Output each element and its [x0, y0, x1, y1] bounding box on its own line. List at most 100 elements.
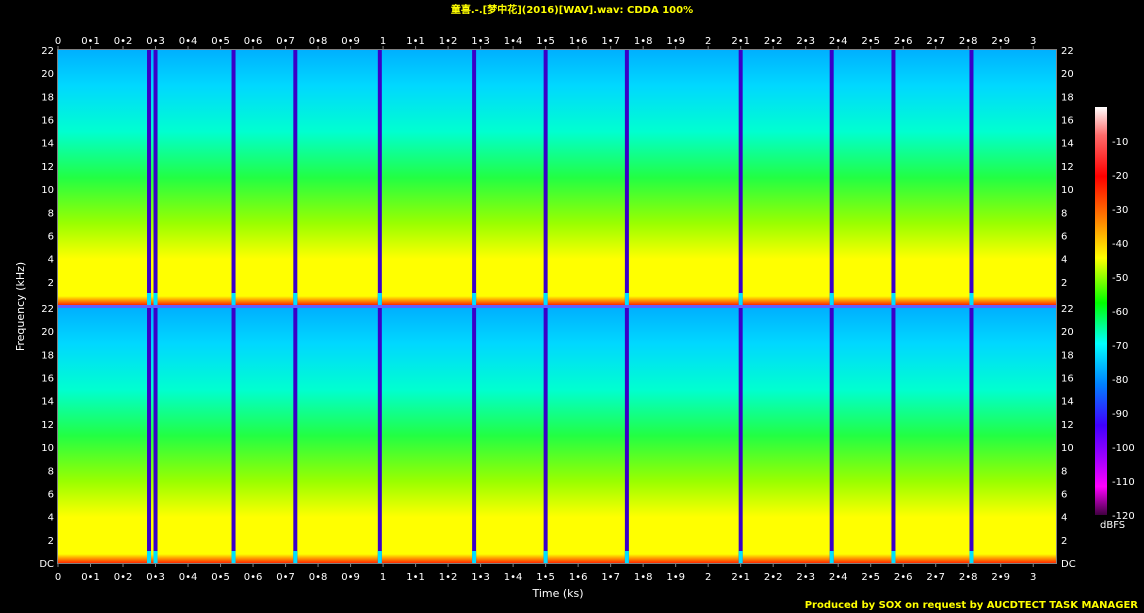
- x-tick-label-bottom: 2•1: [731, 572, 750, 583]
- track-gap-floor: [891, 551, 896, 563]
- track-gap-band: [829, 308, 834, 563]
- y-tick-label-right: 20: [1061, 69, 1074, 80]
- y-tick-label-right: 14: [1061, 139, 1074, 150]
- colorbar: [1095, 107, 1107, 515]
- x-tick-label-top: 1•2: [439, 36, 458, 47]
- colorbar-tick-label: -50: [1112, 273, 1128, 284]
- track-gap-band: [543, 50, 548, 305]
- y-axis-label: Frequency (kHz): [14, 261, 28, 352]
- x-tick-label-top: 0•4: [179, 36, 198, 47]
- x-tick-label-bottom: 1•8: [634, 572, 653, 583]
- y-tick-label-right: 2: [1061, 536, 1067, 547]
- y-tick-label-right: 18: [1061, 350, 1074, 361]
- y-tick-label-left: 22: [41, 304, 54, 315]
- y-tick-label-right: 16: [1061, 374, 1074, 385]
- y-tick-label-left: 22: [41, 46, 54, 57]
- x-tick-label-top: 0•8: [309, 36, 328, 47]
- track-gap-band: [377, 308, 382, 563]
- track-gap-floor: [738, 551, 743, 563]
- track-gap-floor: [543, 293, 548, 305]
- y-tick-label-right: 8: [1061, 208, 1067, 219]
- x-tick-label-top: 0•3: [146, 36, 165, 47]
- y-tick-label-left: 12: [41, 162, 54, 173]
- y-tick-label-right: 16: [1061, 116, 1074, 127]
- x-tick-label-bottom: 0•3: [146, 572, 165, 583]
- x-tick-label-bottom: 1•6: [569, 572, 588, 583]
- y-tick-label-left: DC: [39, 559, 54, 570]
- track-gap-band: [738, 308, 743, 563]
- track-gap-band: [543, 308, 548, 563]
- track-gap-floor: [969, 293, 974, 305]
- colorbar-tick-label: -80: [1112, 375, 1128, 386]
- track-gap-floor: [829, 293, 834, 305]
- track-gap-band: [829, 50, 834, 305]
- y-tick-label-right: 10: [1061, 185, 1074, 196]
- track-gap-floor: [293, 293, 298, 305]
- track-gap-floor: [829, 551, 834, 563]
- y-tick-label-left: 8: [48, 466, 54, 477]
- y-tick-label-left: 2: [48, 278, 54, 289]
- channel-1-spectrogram: [58, 50, 1056, 305]
- x-tick-label-top: 1•9: [666, 36, 685, 47]
- footer-credit: Produced by SOX on request by AUCDTECT T…: [804, 600, 1138, 611]
- y-tick-label-left: 14: [41, 397, 54, 408]
- x-tick-label-bottom: 1•9: [666, 572, 685, 583]
- y-tick-label-right: 12: [1061, 420, 1074, 431]
- track-gap-floor: [153, 293, 158, 305]
- colorbar-tick-label: -20: [1112, 171, 1128, 182]
- track-gap-band: [969, 308, 974, 563]
- x-tick-label-top: 1•8: [634, 36, 653, 47]
- track-gap-band: [738, 50, 743, 305]
- track-gap-floor: [472, 293, 477, 305]
- track-gap-band: [147, 308, 152, 563]
- x-tick-label-bottom: 2•8: [959, 572, 978, 583]
- x-tick-label-bottom: 0•8: [309, 572, 328, 583]
- x-tick-label-bottom: 2: [705, 572, 711, 583]
- colorbar-tick-label: -30: [1112, 205, 1128, 216]
- y-tick-label-left: 10: [41, 443, 54, 454]
- x-tick-label-top: 0•5: [211, 36, 230, 47]
- y-tick-label-right: 22: [1061, 304, 1074, 315]
- y-tick-label-left: 4: [48, 255, 54, 266]
- x-tick-label-top: 0•2: [114, 36, 133, 47]
- x-tick-label-top: 3: [1030, 36, 1036, 47]
- y-tick-label-left: 8: [48, 208, 54, 219]
- x-tick-label-bottom: 2•5: [861, 572, 880, 583]
- x-tick-label-bottom: 2•3: [796, 572, 815, 583]
- track-gap-floor: [472, 551, 477, 563]
- x-tick-label-bottom: 2•7: [926, 572, 945, 583]
- track-gap-floor: [377, 293, 382, 305]
- x-tick-label-bottom: 2•6: [894, 572, 913, 583]
- track-gap-band: [147, 50, 152, 305]
- track-gap-band: [969, 50, 974, 305]
- track-gap-band: [231, 308, 236, 563]
- y-tick-label-right: 20: [1061, 327, 1074, 338]
- track-gap-floor: [293, 551, 298, 563]
- y-tick-label-right: 8: [1061, 466, 1067, 477]
- track-gap-floor: [738, 293, 743, 305]
- x-tick-label-top: 1: [380, 36, 386, 47]
- x-tick-label-bottom: 1•7: [601, 572, 620, 583]
- track-gap-band: [293, 308, 298, 563]
- x-tick-label-top: 1•4: [504, 36, 523, 47]
- x-tick-label-bottom: 0•4: [179, 572, 198, 583]
- y-tick-label-right: 18: [1061, 92, 1074, 103]
- plot-frame: [57, 49, 1057, 564]
- colorbar-tick-label: -70: [1112, 341, 1128, 352]
- track-gap-floor: [147, 551, 152, 563]
- y-tick-label-right: 4: [1061, 255, 1067, 266]
- y-tick-label-right: 6: [1061, 231, 1067, 242]
- channel-2-spectrogram: [58, 308, 1056, 563]
- x-tick-label-top: 0•7: [276, 36, 295, 47]
- x-tick-label-top: 0: [55, 36, 61, 47]
- x-tick-label-bottom: 0•7: [276, 572, 295, 583]
- y-tick-label-left: 10: [41, 185, 54, 196]
- track-gap-band: [293, 50, 298, 305]
- x-tick-label-bottom: 3: [1030, 572, 1036, 583]
- track-gap-floor: [624, 551, 629, 563]
- track-gap-band: [153, 308, 158, 563]
- x-tick-label-top: 2: [705, 36, 711, 47]
- y-tick-label-left: 16: [41, 374, 54, 385]
- x-tick-label-top: 2•7: [926, 36, 945, 47]
